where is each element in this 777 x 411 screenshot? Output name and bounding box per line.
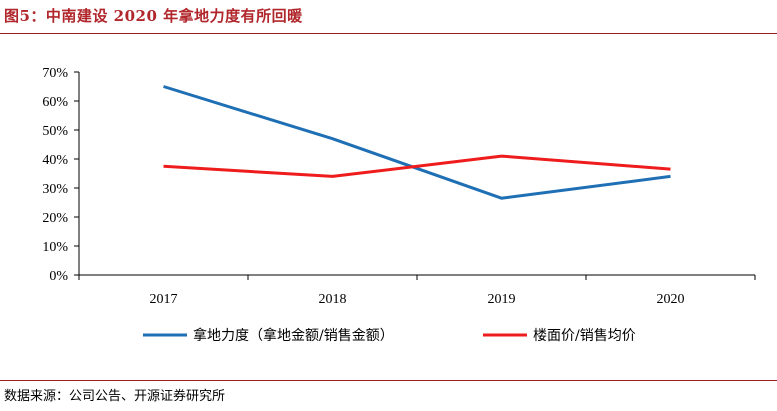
y-tick-label: 50% <box>42 124 68 139</box>
line-chart: 0% 10% 20% 30% 40% 50% 60% 70% 2017 2018 2019 2020 拿… <box>42 66 756 344</box>
source-divider <box>0 380 777 381</box>
y-tick-label: 40% <box>42 153 68 168</box>
y-tick-label: 30% <box>42 182 68 197</box>
legend-label-1: 拿地力度（拿地金额/销售金额） <box>193 327 394 344</box>
title-divider <box>0 33 777 34</box>
legend-label-2: 楼面价/销售均价 <box>533 328 636 344</box>
y-tick-label: 60% <box>42 95 68 110</box>
y-tick-label: 70% <box>42 66 68 81</box>
y-tick-label: 20% <box>42 211 68 226</box>
data-source-note: 数据来源：公司公告、开源证券研究所 <box>4 389 226 404</box>
y-tick-label: 0% <box>49 269 68 284</box>
chart-title: 图5：中南建设 2020 年拿地力度有所回暖 <box>4 7 303 25</box>
y-tick-label: 10% <box>42 240 68 255</box>
x-tick-label: 2020 <box>657 292 685 307</box>
series-line-2 <box>163 154 671 178</box>
x-tick-label: 2018 <box>319 292 347 307</box>
x-tick-label: 2019 <box>488 292 516 307</box>
x-tick-label: 2017 <box>150 292 178 307</box>
series-line-1 <box>163 85 671 200</box>
